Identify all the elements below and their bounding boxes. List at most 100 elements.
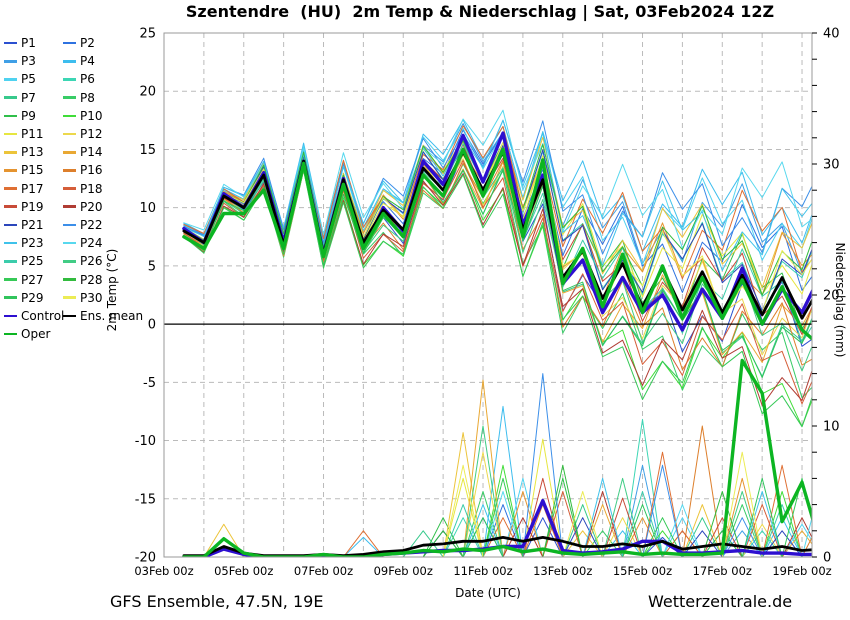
- legend-swatch: [63, 78, 76, 81]
- x-tick-label: 15Feb 00z: [613, 564, 672, 578]
- legend-swatch: [4, 78, 17, 81]
- axis-ticks: 25 20 15 10 5 0 -5 -10 -15 -20 40 30 20 10 0 03Feb 00z 0…: [134, 27, 839, 579]
- legend-label: Oper: [21, 327, 51, 342]
- legend-label: P3: [21, 54, 36, 69]
- y-axis-label-precip: Niederschlag (mm): [833, 242, 847, 358]
- legend-label: P5: [21, 72, 36, 87]
- temp-line-P27: [183, 169, 812, 428]
- legend-label: P29: [21, 290, 44, 305]
- gridlines: [164, 33, 812, 557]
- legend-label: P15: [21, 163, 44, 178]
- legend-swatch: [63, 114, 76, 118]
- precip-line-P13: [183, 432, 812, 557]
- legend-item-p27: P27: [4, 274, 63, 286]
- legend-item-p7: P7: [4, 92, 63, 104]
- legend-swatch: [4, 132, 17, 136]
- legend-swatch: [4, 278, 17, 281]
- legend-swatch: [63, 96, 76, 99]
- x-tick-label: 19Feb 00z: [772, 564, 831, 578]
- x-tick-label: 07Feb 00z: [294, 564, 353, 578]
- legend-swatch: [63, 314, 76, 318]
- legend-item-p28: P28: [63, 274, 139, 286]
- legend-label: P17: [21, 181, 44, 196]
- watermark-text: Wetterzentrale.de: [648, 592, 793, 611]
- legend-item-control: Control: [4, 308, 65, 323]
- legend-label: P10: [80, 108, 103, 123]
- legend-swatch: [63, 150, 76, 154]
- legend-label: P30: [80, 290, 103, 305]
- precip-tick-label: 10: [823, 420, 840, 435]
- legend-swatch: [4, 59, 17, 63]
- legend-item-p19: P19: [4, 201, 63, 213]
- legend-item-p21: P21: [4, 219, 63, 231]
- legend-item-p2: P2: [63, 37, 139, 49]
- legend-swatch: [4, 205, 17, 209]
- precip-line-P24: [183, 491, 812, 557]
- temp-tick-label: 15: [139, 143, 156, 158]
- temp-line-P18: [183, 160, 812, 405]
- legend-item-p23: P23: [4, 237, 63, 249]
- temp-line-oper: [182, 147, 812, 341]
- legend-swatch: [63, 205, 76, 209]
- legend-item-p9: P9: [4, 110, 63, 122]
- legend-item-p13: P13: [4, 146, 63, 158]
- legend-item-p14: P14: [63, 146, 139, 158]
- legend-label: P20: [80, 199, 103, 214]
- legend-swatch: [4, 223, 17, 227]
- legend-swatch: [4, 41, 17, 45]
- x-tick-label: 05Feb 00z: [214, 564, 273, 578]
- temp-line-P26: [183, 151, 812, 372]
- legend-item-p22: P22: [63, 219, 139, 231]
- x-tick-label: 17Feb 00z: [693, 564, 752, 578]
- x-tick-label: 09Feb 00z: [374, 564, 433, 578]
- legend-label: P24: [80, 236, 103, 251]
- precip-line-P17: [183, 451, 812, 557]
- legend-item-p11: P11: [4, 128, 63, 140]
- legend-swatch: [4, 169, 17, 172]
- legend-label: P22: [80, 217, 103, 232]
- legend-label: P19: [21, 199, 44, 214]
- legend-label: P2: [80, 36, 95, 51]
- temp-tick-label: 25: [139, 27, 156, 42]
- legend-item-p3: P3: [4, 55, 63, 67]
- temp-tick-label: 20: [139, 85, 156, 100]
- legend-swatch: [4, 332, 17, 336]
- legend-item-p26: P26: [63, 255, 139, 267]
- legend-swatch: [63, 59, 76, 63]
- legend-label: P18: [80, 181, 103, 196]
- x-tick-label: 13Feb 00z: [533, 564, 592, 578]
- legend-swatch: [4, 314, 17, 318]
- legend-label: P12: [80, 127, 103, 142]
- legend-swatch: [4, 187, 17, 190]
- legend-label: P9: [21, 108, 36, 123]
- legend: P1 P2 P3 P4 P5 P6 P7 P8 P9 P10 P11 P12 P13 P14 P15 P16 P…: [4, 34, 143, 343]
- legend-swatch: [63, 41, 76, 45]
- legend-swatch: [63, 260, 76, 263]
- temp-line-P20: [183, 168, 812, 407]
- legend-item-p5: P5: [4, 73, 63, 85]
- precip-line-P27: [183, 477, 812, 557]
- precip-line-P28: [183, 464, 812, 557]
- temp-tick-label: -20: [135, 551, 156, 566]
- legend-label: P8: [80, 90, 95, 105]
- precip-line-P10: [183, 464, 812, 557]
- temp-line-P16: [183, 160, 812, 371]
- legend-label: P13: [21, 145, 44, 160]
- legend-swatch: [63, 132, 76, 136]
- legend-item-p24: P24: [63, 237, 139, 249]
- legend-label: P27: [21, 272, 44, 287]
- legend-swatch: [4, 260, 17, 263]
- legend-label: P16: [80, 163, 103, 178]
- legend-item-p18: P18: [63, 183, 139, 195]
- legend-item-p1: P1: [4, 37, 63, 49]
- legend-item-p15: P15: [4, 164, 63, 176]
- legend-label: Control: [21, 308, 65, 323]
- legend-item-p12: P12: [63, 128, 139, 140]
- temp-tick-label: 10: [139, 201, 156, 216]
- precip-tick-label: 0: [823, 551, 831, 566]
- legend-swatch: [4, 241, 17, 245]
- legend-label: P14: [80, 145, 103, 160]
- legend-swatch: [63, 223, 76, 227]
